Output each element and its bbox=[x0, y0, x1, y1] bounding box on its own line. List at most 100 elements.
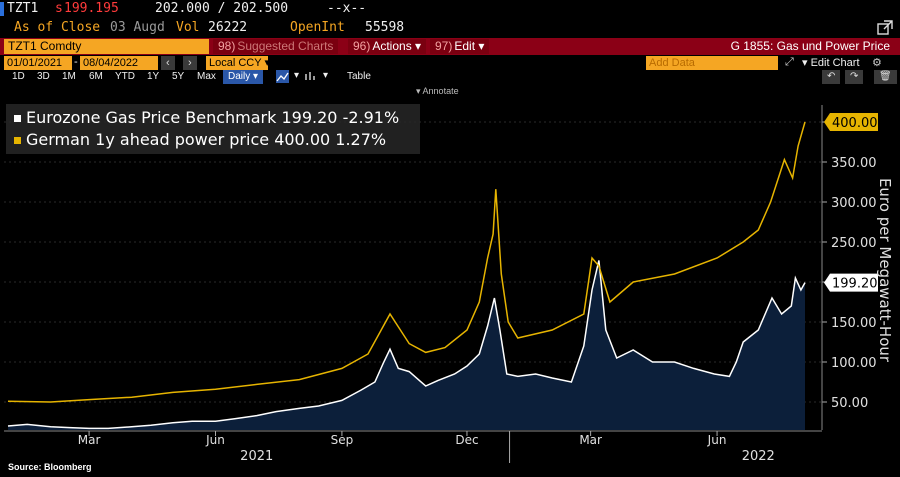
period-bar: 1D 3D 1M 6M YTD 1Y 5Y Max Daily ▾ ▾ ▾ Ta… bbox=[0, 70, 900, 85]
edit-num: 97) bbox=[435, 39, 453, 53]
range-bar: 01/01/2021 - 08/04/2022 ‹ › Local CCY ▾ … bbox=[0, 56, 900, 70]
trash-button[interactable]: 🗑 bbox=[874, 70, 897, 84]
legend-gas-change: -2.91% bbox=[342, 108, 400, 127]
period-max[interactable]: Max bbox=[197, 71, 216, 82]
last-value-markers: 400.00 199.20 bbox=[824, 113, 878, 292]
undo-icon: ↶ bbox=[827, 71, 836, 82]
add-data-input[interactable]: Add Data bbox=[646, 56, 778, 70]
x-year-label: 2022 bbox=[742, 449, 775, 464]
openint-value: 55598 bbox=[365, 20, 405, 35]
y-axis: 50.00100.00150.00200.00250.00300.00350.0… bbox=[821, 105, 877, 430]
annotate-label: Annotate bbox=[422, 86, 459, 96]
period-5y[interactable]: 5Y bbox=[172, 71, 185, 82]
x-tick-label: Sep bbox=[331, 433, 354, 447]
y-axis-label: Euro per Megawatt-Hour bbox=[876, 178, 894, 363]
legend-gas-value: 199.20 bbox=[281, 108, 338, 127]
gas-last-value-label: 199.20 bbox=[832, 277, 878, 292]
actions-label: Actions bbox=[372, 39, 412, 53]
edit-chart-button[interactable]: ▾ Edit Chart bbox=[802, 56, 860, 69]
annotate-button[interactable]: ▾ Annotate bbox=[416, 86, 459, 97]
chart-type-dropdown[interactable]: ▾ bbox=[294, 70, 299, 81]
y-tick-label: 250.00 bbox=[831, 236, 877, 251]
bar-type-dropdown[interactable]: ▾ bbox=[323, 70, 328, 81]
power-last-value-box bbox=[824, 113, 878, 131]
chevron-right-icon: › bbox=[188, 57, 192, 69]
period-1d[interactable]: 1D bbox=[12, 71, 25, 82]
y-tick-label: 50.00 bbox=[831, 396, 868, 411]
quote-bar: TZT1 s 199.195 202.000 / 202.500 --x-- bbox=[0, 0, 900, 19]
currency-value: Local CCY bbox=[209, 57, 262, 69]
legend-item-gas: Eurozone Gas Price Benchmark 199.20 -2.9… bbox=[14, 108, 399, 127]
vol-value: 26222 bbox=[208, 20, 248, 35]
as-of-label: As of Close bbox=[14, 20, 101, 35]
grid-lines bbox=[4, 121, 822, 403]
table-button[interactable]: Table bbox=[347, 71, 371, 82]
y-tick-label: 100.00 bbox=[831, 356, 877, 371]
redo-button[interactable]: ↷ bbox=[845, 70, 864, 84]
security-input[interactable]: TZT1 Comdty bbox=[4, 39, 209, 54]
period-ytd[interactable]: YTD bbox=[115, 71, 135, 82]
chevron-left-icon: ‹ bbox=[166, 57, 170, 69]
popout-icon[interactable] bbox=[876, 19, 894, 37]
last-price-prefix: s bbox=[55, 1, 63, 16]
edit-chart-label: Edit Chart bbox=[810, 57, 860, 69]
redo-icon: ↷ bbox=[850, 71, 859, 82]
chart-title: G 1855: Gas und Power Price bbox=[730, 39, 890, 53]
x-year-label: 2021 bbox=[240, 449, 273, 464]
edit-label: Edit bbox=[454, 39, 476, 53]
x-tick-label: Dec bbox=[455, 433, 478, 447]
chevron-down-icon: ▾ bbox=[253, 71, 259, 82]
x-axis: Mar Jun Sep Dec Mar Jun 2021 2022 bbox=[4, 430, 822, 464]
chevron-down-icon: ▾ bbox=[264, 57, 270, 69]
frequency-select[interactable]: Daily ▾ bbox=[223, 70, 264, 84]
annotate-bar: ▾ Annotate bbox=[0, 86, 900, 97]
gas-last-value-box bbox=[824, 273, 878, 292]
legend-item-power: German 1y ahead power price 400.00 1.27% bbox=[14, 130, 386, 149]
y-tick-label: 300.00 bbox=[831, 196, 877, 211]
legend-swatch-power bbox=[14, 137, 21, 144]
next-period-button[interactable]: › bbox=[183, 56, 197, 70]
edit-button[interactable]: 97) Edit ▾ bbox=[430, 39, 490, 54]
chevron-down-icon: ▾ bbox=[294, 70, 300, 81]
ticker: TZT1 bbox=[7, 1, 39, 16]
suggested-charts-button[interactable]: 98) Suggested Charts bbox=[213, 39, 339, 54]
undo-button[interactable]: ↶ bbox=[822, 70, 841, 84]
period-1y[interactable]: 1Y bbox=[147, 71, 160, 82]
currency-select[interactable]: Local CCY ▾ bbox=[206, 56, 270, 70]
start-date-input[interactable]: 01/01/2021 bbox=[4, 56, 72, 70]
legend-power-name: German 1y ahead power price bbox=[26, 130, 270, 149]
vol-label: Vol bbox=[176, 20, 200, 35]
line-chart-icon[interactable] bbox=[276, 70, 289, 83]
status-bar: As of Close 03 Augd Vol 26222 OpenInt 55… bbox=[0, 19, 900, 37]
y-tick-label: 150.00 bbox=[831, 316, 877, 331]
x-tick-label: Jun bbox=[205, 433, 225, 447]
prev-period-button[interactable]: ‹ bbox=[161, 56, 175, 70]
actions-num: 96) bbox=[353, 39, 371, 53]
period-6m[interactable]: 6M bbox=[89, 71, 103, 82]
period-1m[interactable]: 1M bbox=[62, 71, 76, 82]
chevron-down-icon: ▾ bbox=[478, 39, 485, 53]
bar-chart-icon[interactable] bbox=[304, 70, 316, 86]
actions-button[interactable]: 96) Actions ▾ bbox=[348, 39, 427, 54]
period-3d[interactable]: 3D bbox=[37, 71, 50, 82]
legend-swatch-gas bbox=[14, 115, 21, 122]
gas-price-area bbox=[8, 260, 805, 430]
expand-icon[interactable]: ⤢ bbox=[785, 56, 794, 68]
openint-label: OpenInt bbox=[290, 20, 345, 35]
trash-icon: 🗑 bbox=[879, 71, 892, 82]
gas-price-line bbox=[7, 260, 806, 430]
y-tick-label: 350.00 bbox=[831, 156, 877, 171]
price-change: --x-- bbox=[327, 1, 367, 16]
bid-ask: 202.000 / 202.500 bbox=[155, 1, 289, 16]
end-date-input[interactable]: 08/04/2022 bbox=[80, 56, 158, 70]
legend: Eurozone Gas Price Benchmark 199.20 -2.9… bbox=[6, 104, 420, 154]
legend-power-value: 400.00 bbox=[274, 130, 331, 149]
chevron-down-icon: ▾ bbox=[323, 70, 329, 81]
range-separator: - bbox=[74, 56, 78, 68]
as-of-date: 03 Augd bbox=[110, 20, 165, 35]
power-last-value-label: 400.00 bbox=[832, 116, 878, 131]
legend-gas-name: Eurozone Gas Price Benchmark bbox=[26, 108, 277, 127]
settings-icon[interactable]: ⚙ bbox=[872, 57, 882, 69]
x-tick-label: Jun bbox=[707, 433, 727, 447]
